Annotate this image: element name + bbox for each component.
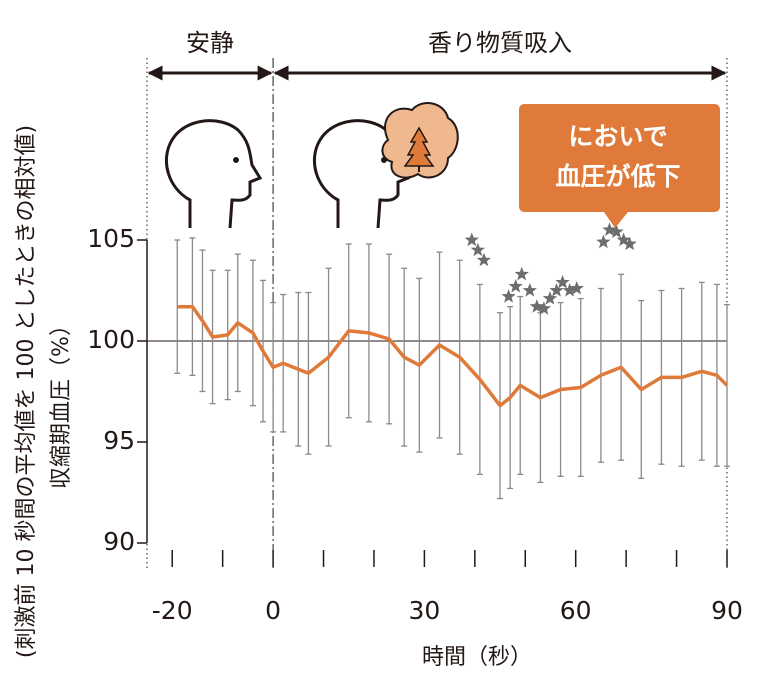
significance-star bbox=[616, 232, 631, 247]
significance-star bbox=[562, 283, 577, 297]
significance-star bbox=[555, 274, 570, 289]
callout-text: においで bbox=[568, 122, 667, 151]
x-tick-label: -20 bbox=[152, 596, 193, 625]
callout-text: 血圧が低下 bbox=[555, 162, 680, 191]
significance-star bbox=[470, 242, 485, 257]
x-tick-label: 0 bbox=[265, 596, 281, 625]
x-tick-label: 30 bbox=[408, 596, 440, 625]
head-icon-rest bbox=[164, 119, 263, 229]
y-axis-label: 収縮期血圧（%） bbox=[49, 314, 74, 489]
significance-star bbox=[622, 236, 637, 251]
x-tick-label: 60 bbox=[560, 596, 592, 625]
y-tick-label: 100 bbox=[87, 325, 135, 354]
significance-star bbox=[501, 289, 516, 303]
significance-star bbox=[542, 291, 558, 305]
significance-star bbox=[569, 281, 584, 295]
y-tick-label: 95 bbox=[103, 426, 135, 455]
significance-star bbox=[549, 283, 564, 297]
significance-star bbox=[529, 299, 544, 313]
x-axis-label: 時間（秒） bbox=[422, 645, 532, 670]
callout-box bbox=[519, 104, 720, 228]
x-tick-label: 90 bbox=[711, 596, 743, 625]
significance-star bbox=[602, 222, 617, 236]
y-tick-label: 90 bbox=[103, 527, 135, 556]
significance-star bbox=[464, 232, 479, 247]
significance-star bbox=[508, 279, 523, 293]
phase-label: 香り物質吸入 bbox=[428, 29, 572, 57]
significance-star bbox=[514, 266, 529, 281]
line-series bbox=[177, 304, 729, 408]
significance-star bbox=[596, 234, 611, 249]
significance-star bbox=[609, 224, 624, 238]
significance-star bbox=[522, 283, 537, 297]
significance-star bbox=[536, 301, 552, 315]
y-axis-note: (刺激前 10 秒間の平均値を 100 としたときの相対値) bbox=[14, 125, 39, 658]
phase-label: 安静 bbox=[186, 29, 234, 57]
significance-star bbox=[476, 252, 491, 267]
y-tick-label: 105 bbox=[87, 224, 135, 253]
scent-bubble bbox=[381, 102, 459, 179]
